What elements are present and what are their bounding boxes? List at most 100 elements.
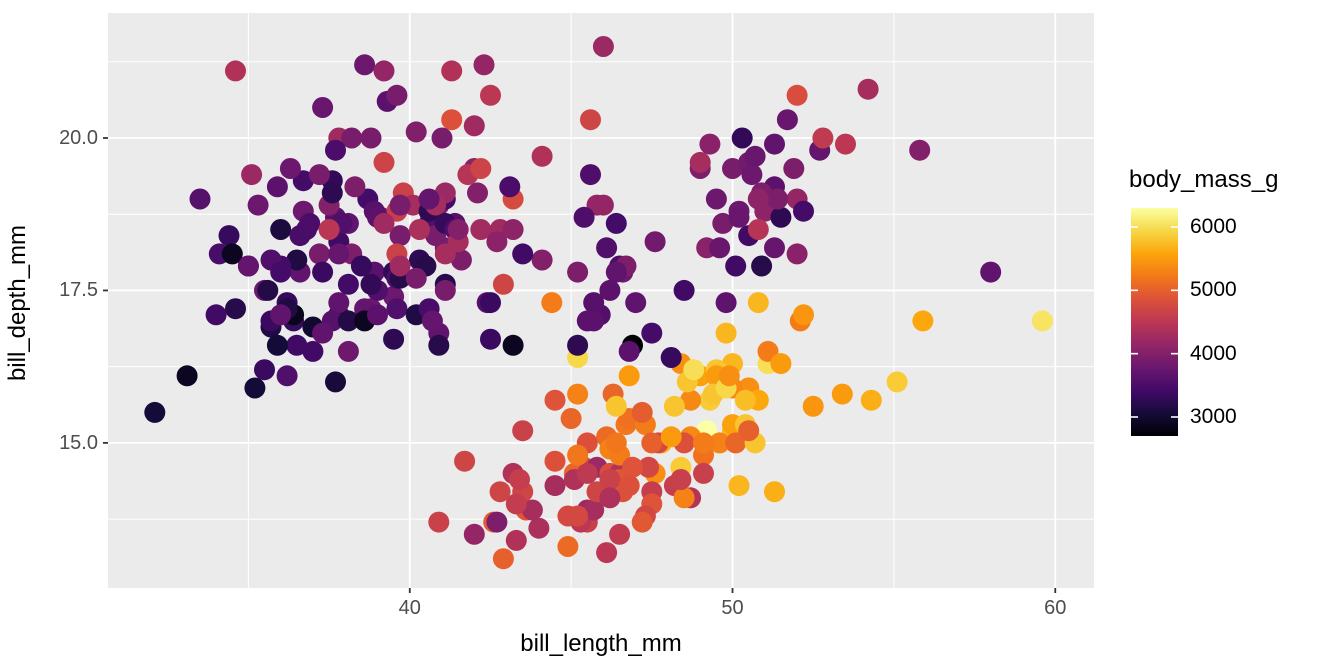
data-point (218, 225, 240, 247)
data-point (421, 310, 443, 332)
data-point (728, 475, 750, 497)
data-point (521, 499, 543, 521)
data-point (618, 365, 640, 387)
data-point (431, 127, 453, 149)
data-point (225, 298, 246, 320)
data-point (709, 432, 731, 454)
data-point (683, 359, 705, 381)
data-point (738, 420, 760, 442)
data-point (176, 365, 198, 387)
data-point (605, 212, 627, 234)
data-point (434, 279, 456, 301)
data-point (541, 292, 563, 314)
data-point (599, 469, 621, 490)
data-point (909, 139, 931, 161)
data-point (360, 127, 382, 149)
data-point (279, 158, 301, 179)
data-point (505, 493, 527, 515)
data-point (673, 279, 695, 301)
data-point (557, 536, 579, 557)
data-point (747, 292, 769, 314)
data-point (270, 304, 292, 326)
data-point (693, 462, 714, 484)
data-point (328, 292, 350, 314)
data-point (341, 127, 363, 149)
data-point (312, 97, 334, 118)
data-point (441, 60, 463, 82)
data-point (663, 395, 685, 417)
data-point (205, 304, 227, 326)
data-point (618, 475, 640, 497)
data-point (389, 225, 411, 247)
data-point (786, 84, 808, 106)
data-point (544, 389, 566, 411)
data-point (644, 231, 666, 253)
data-point (254, 359, 275, 381)
data-point (747, 219, 769, 240)
data-point (747, 188, 769, 210)
x-tick-label: 40 (398, 597, 421, 619)
data-point (418, 188, 440, 210)
data-point (783, 158, 805, 179)
data-point (583, 310, 605, 332)
data-point (286, 249, 308, 271)
data-point (609, 523, 631, 545)
data-point (715, 322, 737, 344)
legend-tick-label: 5000 (1190, 278, 1237, 302)
data-point (722, 158, 743, 179)
data-point (367, 304, 388, 326)
data-point (576, 462, 598, 484)
data-point (221, 243, 243, 265)
data-point (383, 328, 405, 350)
data-point (625, 292, 647, 314)
data-point (428, 334, 450, 356)
data-point (751, 255, 773, 277)
data-point (715, 292, 737, 314)
data-point (718, 365, 740, 387)
data-point (270, 219, 292, 240)
data-point (599, 487, 621, 509)
data-point (409, 219, 430, 240)
data-point (470, 219, 492, 240)
data-point (605, 395, 627, 417)
data-point (308, 164, 330, 186)
data-point (486, 231, 508, 253)
y-tick-label: 20.0 (59, 127, 98, 149)
data-point (450, 249, 472, 271)
data-point (463, 523, 485, 545)
data-point (638, 456, 660, 478)
data-point (557, 505, 579, 527)
data-point (693, 432, 714, 454)
data-point (489, 481, 511, 503)
data-point (505, 529, 527, 551)
data-point (225, 60, 246, 82)
data-point (680, 389, 702, 411)
data-point (764, 237, 785, 259)
data-point (744, 145, 766, 167)
data-point (528, 517, 550, 539)
legend-tick-label: 4000 (1190, 341, 1237, 365)
data-point (270, 261, 292, 283)
data-point (776, 109, 798, 131)
data-point (405, 267, 427, 289)
data-point (622, 456, 643, 478)
data-point (544, 475, 566, 497)
data-point (405, 121, 427, 143)
data-point (350, 255, 372, 277)
y-tick-label: 15.0 (59, 431, 98, 454)
data-point (731, 127, 753, 149)
data-point (712, 212, 734, 234)
data-point (531, 249, 553, 271)
data-point (244, 377, 266, 399)
data-point (428, 511, 450, 533)
data-point (631, 401, 653, 423)
data-point (328, 243, 350, 265)
data-point (786, 243, 808, 265)
data-point (354, 54, 376, 76)
data-point (321, 182, 343, 204)
data-point (486, 511, 508, 533)
data-point (835, 133, 856, 155)
data-point (312, 322, 334, 344)
